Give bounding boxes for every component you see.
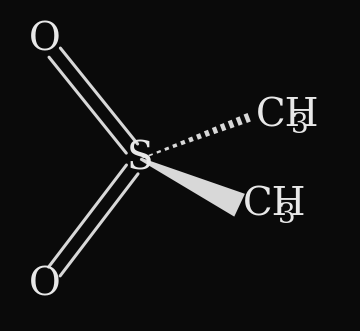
Text: CH: CH bbox=[243, 187, 306, 224]
Text: O: O bbox=[28, 266, 60, 303]
Text: CH: CH bbox=[256, 97, 320, 134]
Polygon shape bbox=[140, 158, 245, 216]
Text: 3: 3 bbox=[291, 112, 309, 139]
Text: S: S bbox=[127, 140, 154, 177]
Text: O: O bbox=[28, 21, 60, 58]
Text: 3: 3 bbox=[278, 202, 295, 229]
